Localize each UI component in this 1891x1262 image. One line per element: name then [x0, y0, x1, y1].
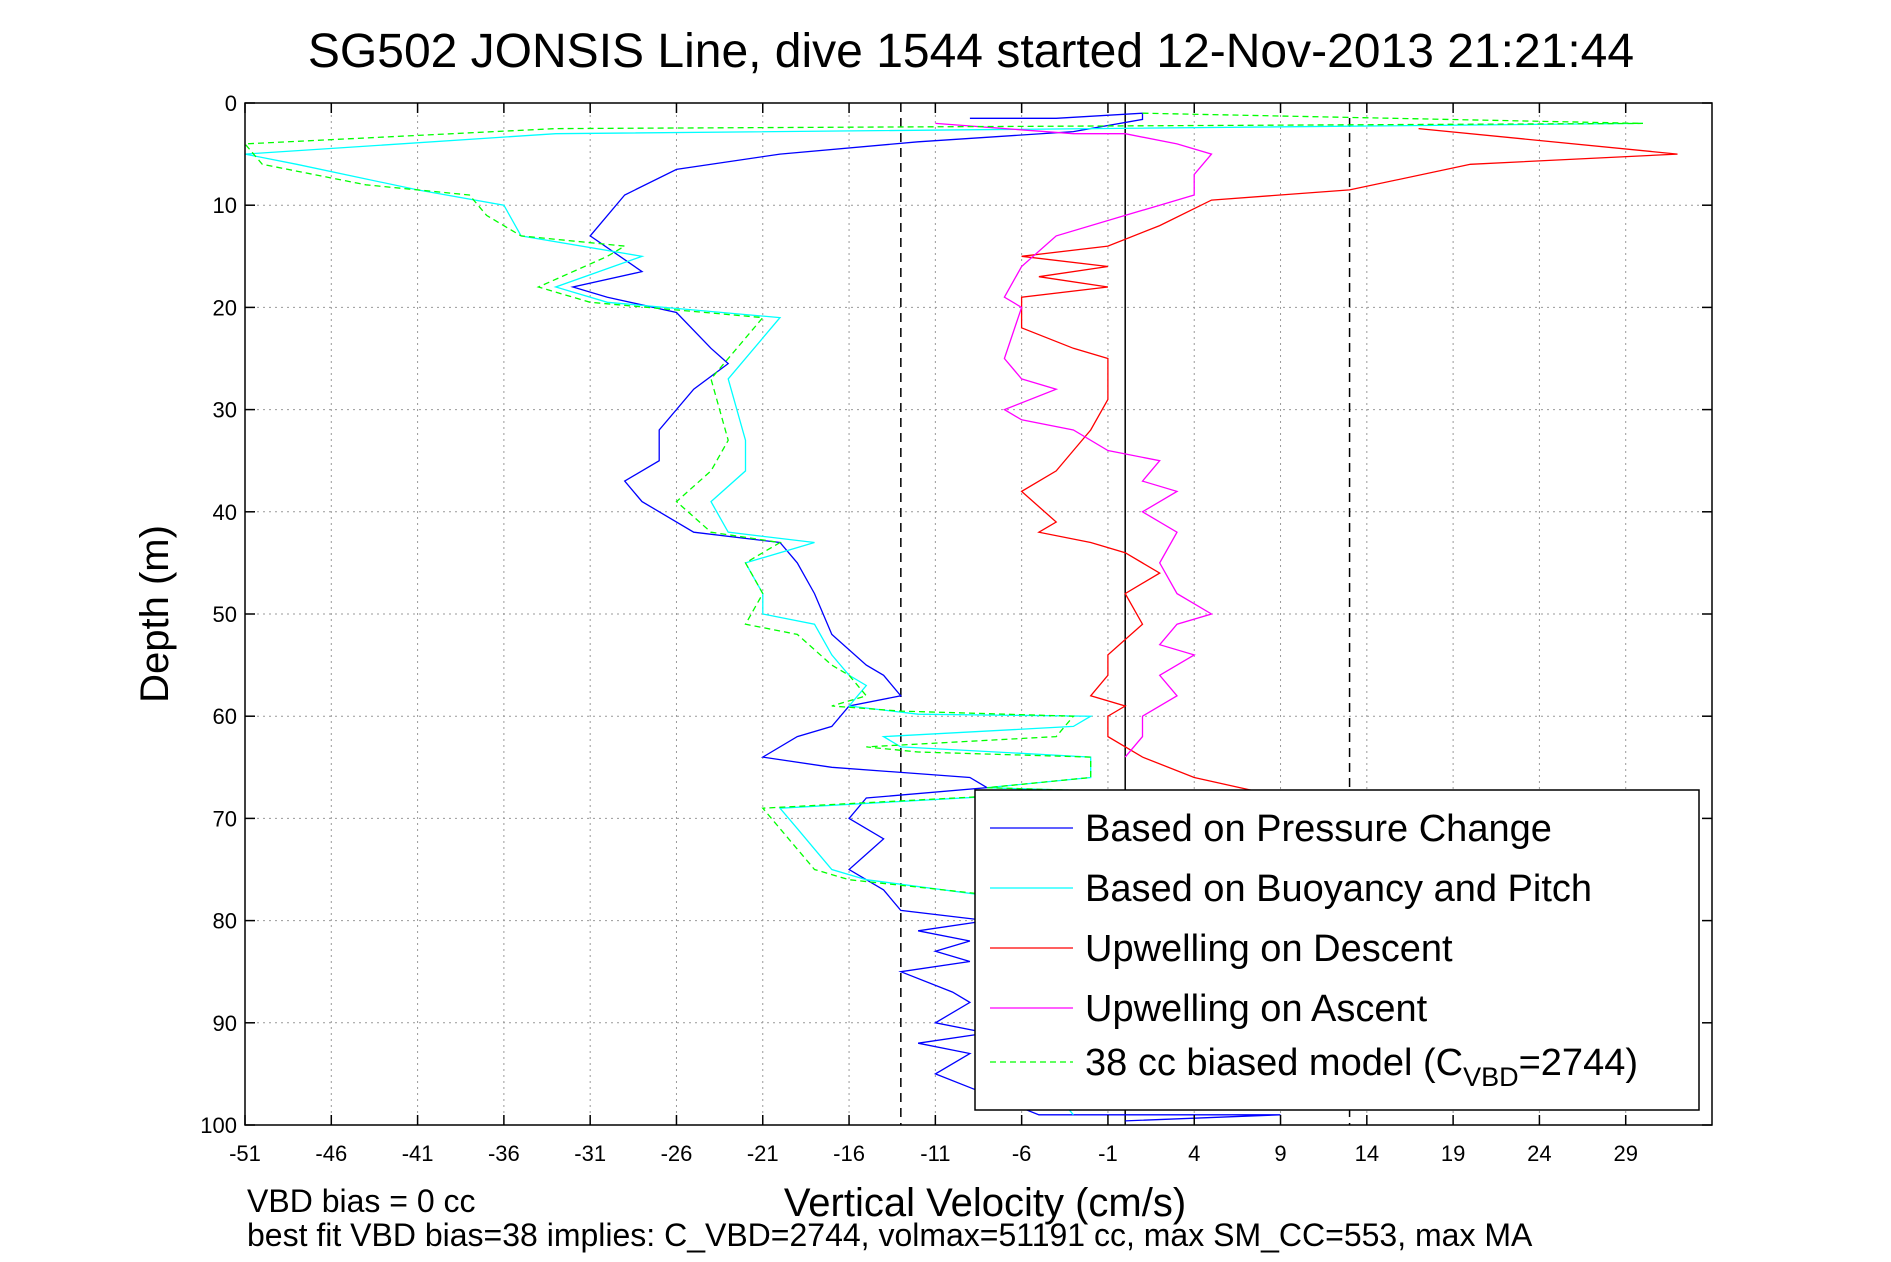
x-axis-label: Vertical Velocity (cm/s) [784, 1181, 1186, 1225]
legend-box [974, 789, 1700, 1111]
y-tick-label: 80 [213, 909, 237, 934]
x-tick-label: -1 [1098, 1141, 1118, 1166]
legend-label-3: Upwelling on Ascent [1085, 988, 1428, 1030]
legend: Based on Pressure Change Based on Buoyanc… [974, 789, 1700, 1111]
x-tick-label: -11 [920, 1141, 950, 1166]
y-axis-ticks: 0 10 20 30 40 50 60 70 80 90 100 [200, 91, 1712, 1138]
series-group [245, 112, 1678, 1122]
series-line-3 [935, 122, 1214, 758]
x-tick-label: 4 [1188, 1141, 1200, 1166]
legend-label-subscript: VBD [1463, 1062, 1519, 1092]
y-tick-label: 30 [213, 398, 237, 423]
x-tick-label: -41 [402, 1141, 434, 1166]
legend-label-tail: =2744) [1519, 1042, 1638, 1084]
x-tick-label: 24 [1527, 1141, 1551, 1166]
series-line-4 [245, 112, 1644, 1075]
y-tick-label: 20 [213, 295, 237, 320]
footer-line-bias: VBD bias = 0 cc [247, 1183, 476, 1219]
x-tick-label: -16 [833, 1141, 865, 1166]
legend-label-0: Based on Pressure Change [1085, 808, 1552, 850]
x-tick-label: -51 [229, 1141, 261, 1166]
x-tick-label: 19 [1441, 1141, 1465, 1166]
y-tick-label: 50 [213, 602, 237, 627]
x-tick-label: -36 [488, 1141, 520, 1166]
x-tick-label: -26 [661, 1141, 693, 1166]
y-tick-label: 0 [225, 91, 237, 116]
y-tick-label: 70 [213, 806, 237, 831]
y-tick-label: 60 [213, 704, 237, 729]
y-tick-label: 40 [213, 500, 237, 525]
x-tick-label: 29 [1613, 1141, 1637, 1166]
series-line-1 [245, 122, 1644, 1116]
x-tick-label: 14 [1355, 1141, 1379, 1166]
y-axis-label: Depth (m) [133, 525, 177, 703]
y-tick-label: 10 [213, 193, 237, 218]
x-axis-ticks: -51 -46 -41 -36 -31 -26 -21 -16 -11 -6 -1 4 9 14 19 24 2… [229, 103, 1638, 1166]
footer-line-best-fit: best fit VBD bias=38 implies: C_VBD=2744… [247, 1217, 1533, 1253]
series-line-2 [1020, 127, 1678, 794]
x-tick-label: -46 [315, 1141, 347, 1166]
x-tick-label: -21 [747, 1141, 779, 1166]
legend-label-4: 38 cc biased model (CVBD=2744) [1085, 1042, 1638, 1092]
legend-label-1: Based on Buoyancy and Pitch [1085, 868, 1592, 910]
legend-label-main: 38 cc biased model (C [1085, 1042, 1463, 1084]
x-tick-label: -6 [1012, 1141, 1032, 1166]
y-tick-label: 90 [213, 1011, 237, 1036]
y-tick-label: 100 [200, 1113, 237, 1138]
chart-title: SG502 JONSIS Line, dive 1544 started 12-… [308, 25, 1634, 78]
x-tick-label: 9 [1274, 1141, 1286, 1166]
x-tick-label: -31 [574, 1141, 606, 1166]
legend-label-2: Upwelling on Descent [1085, 928, 1453, 970]
